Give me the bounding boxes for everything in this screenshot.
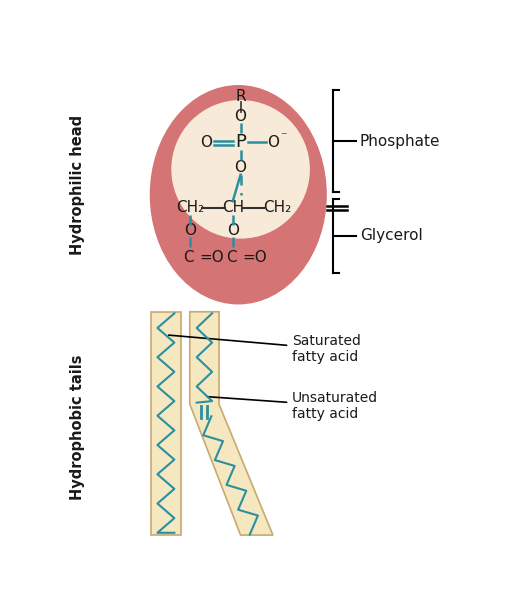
Text: Saturated
fatty acid: Saturated fatty acid: [168, 334, 360, 364]
Text: O: O: [227, 224, 238, 239]
Text: O: O: [234, 110, 246, 124]
Text: Hydrophilic head: Hydrophilic head: [70, 114, 84, 255]
Text: Glycerol: Glycerol: [359, 228, 422, 244]
Text: Unsaturated
fatty acid: Unsaturated fatty acid: [207, 390, 378, 421]
Text: C: C: [225, 250, 236, 266]
Text: P: P: [235, 133, 245, 152]
Text: Hydrophobic tails: Hydrophobic tails: [70, 354, 84, 500]
Text: ⁻: ⁻: [280, 130, 287, 143]
Text: CH: CH: [221, 200, 243, 216]
Text: O: O: [234, 160, 246, 175]
Text: O: O: [200, 135, 212, 150]
Text: CH₂: CH₂: [175, 200, 204, 216]
Bar: [151, 312, 180, 535]
Ellipse shape: [150, 85, 326, 304]
Text: =O: =O: [242, 250, 266, 264]
Text: Phosphate: Phosphate: [359, 134, 440, 149]
Text: CH₂: CH₂: [262, 200, 290, 216]
Text: C: C: [183, 250, 193, 266]
Text: O: O: [266, 135, 278, 150]
Text: O: O: [183, 224, 195, 239]
Text: R: R: [235, 89, 245, 104]
Polygon shape: [189, 312, 272, 535]
Text: =O: =O: [199, 250, 223, 264]
Circle shape: [171, 100, 309, 239]
